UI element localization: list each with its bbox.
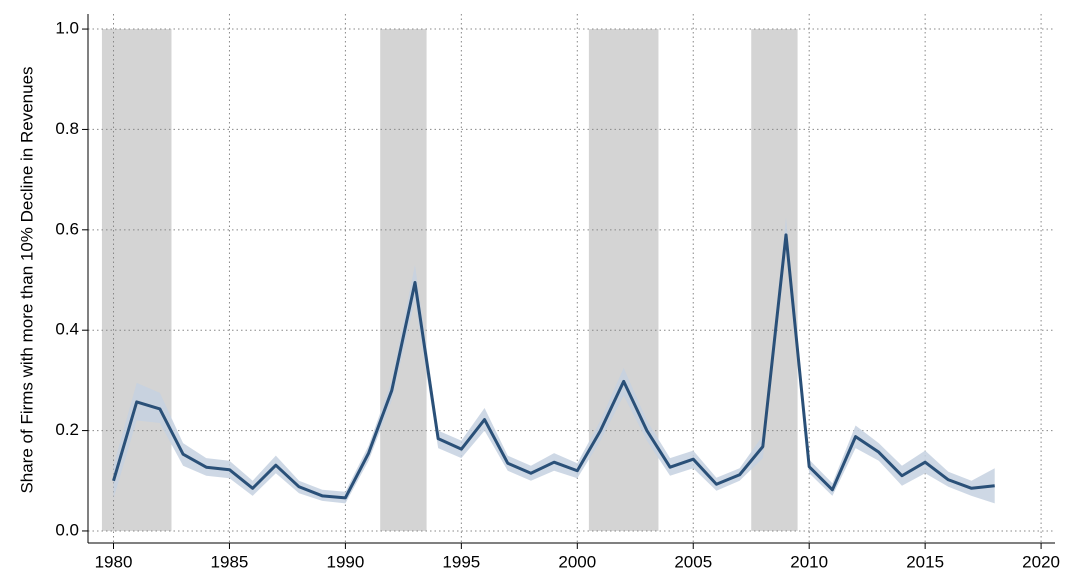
y-tick-label: 1.0 bbox=[55, 19, 79, 38]
x-tick-label: 2015 bbox=[906, 552, 944, 571]
line bbox=[112, 233, 995, 500]
y-tick-label: 0.6 bbox=[55, 219, 79, 238]
shaded-range bbox=[101, 29, 172, 531]
y-tick-label: 0.8 bbox=[55, 119, 79, 138]
x-tick-label: 1995 bbox=[442, 552, 480, 571]
x-tick-label: 1980 bbox=[95, 552, 133, 571]
x-tick-label: 1990 bbox=[326, 552, 364, 571]
shaded-range bbox=[380, 29, 427, 531]
y-tick-label: 0.4 bbox=[55, 320, 79, 339]
y-tick-label: 0.0 bbox=[55, 520, 79, 539]
x-tick-label: 2000 bbox=[558, 552, 596, 571]
x-tick-label: 2005 bbox=[674, 552, 712, 571]
x-tick-label: 2020 bbox=[1022, 552, 1060, 571]
confidence-band bbox=[113, 217, 995, 504]
y-axis-label: Share of Firms with more than 10% Declin… bbox=[17, 66, 36, 493]
x-tick-label: 1985 bbox=[211, 552, 249, 571]
x-tick-label: 2010 bbox=[790, 552, 828, 571]
y-tick-label: 0.2 bbox=[55, 420, 79, 439]
shaded-range bbox=[588, 29, 659, 531]
